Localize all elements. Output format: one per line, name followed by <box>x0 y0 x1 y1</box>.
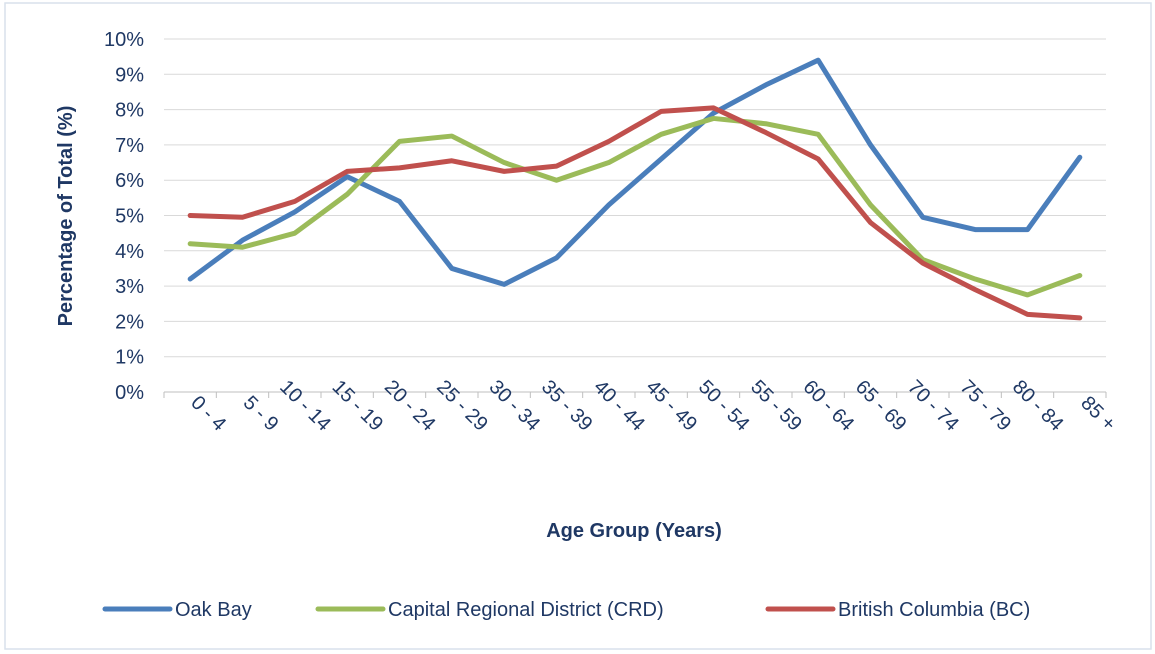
y-axis-label: Percentage of Total (%) <box>55 106 77 327</box>
y-tick-label: 8% <box>115 100 144 122</box>
y-tick-label: 0% <box>115 382 144 404</box>
line-series <box>187 57 1083 287</box>
x-axis-label: Age Group (Years) <box>546 520 722 542</box>
y-tick-label: 2% <box>115 311 144 333</box>
y-tick-label: 9% <box>115 64 144 86</box>
legend-label: Capital Regional District (CRD) <box>388 599 664 621</box>
y-tick-label: 6% <box>115 170 144 192</box>
y-tick-label: 7% <box>115 135 144 157</box>
legend-label: British Columbia (BC) <box>838 599 1030 621</box>
line-series <box>187 115 1083 298</box>
legend-label: Oak Bay <box>175 599 252 621</box>
y-tick-label: 1% <box>115 347 144 369</box>
y-tick-label: 5% <box>115 206 144 228</box>
y-tick-label: 10% <box>104 29 144 51</box>
line-series <box>187 105 1083 321</box>
y-tick-label: 4% <box>115 241 144 263</box>
chart-border <box>4 2 1152 650</box>
y-tick-label: 3% <box>115 276 144 298</box>
